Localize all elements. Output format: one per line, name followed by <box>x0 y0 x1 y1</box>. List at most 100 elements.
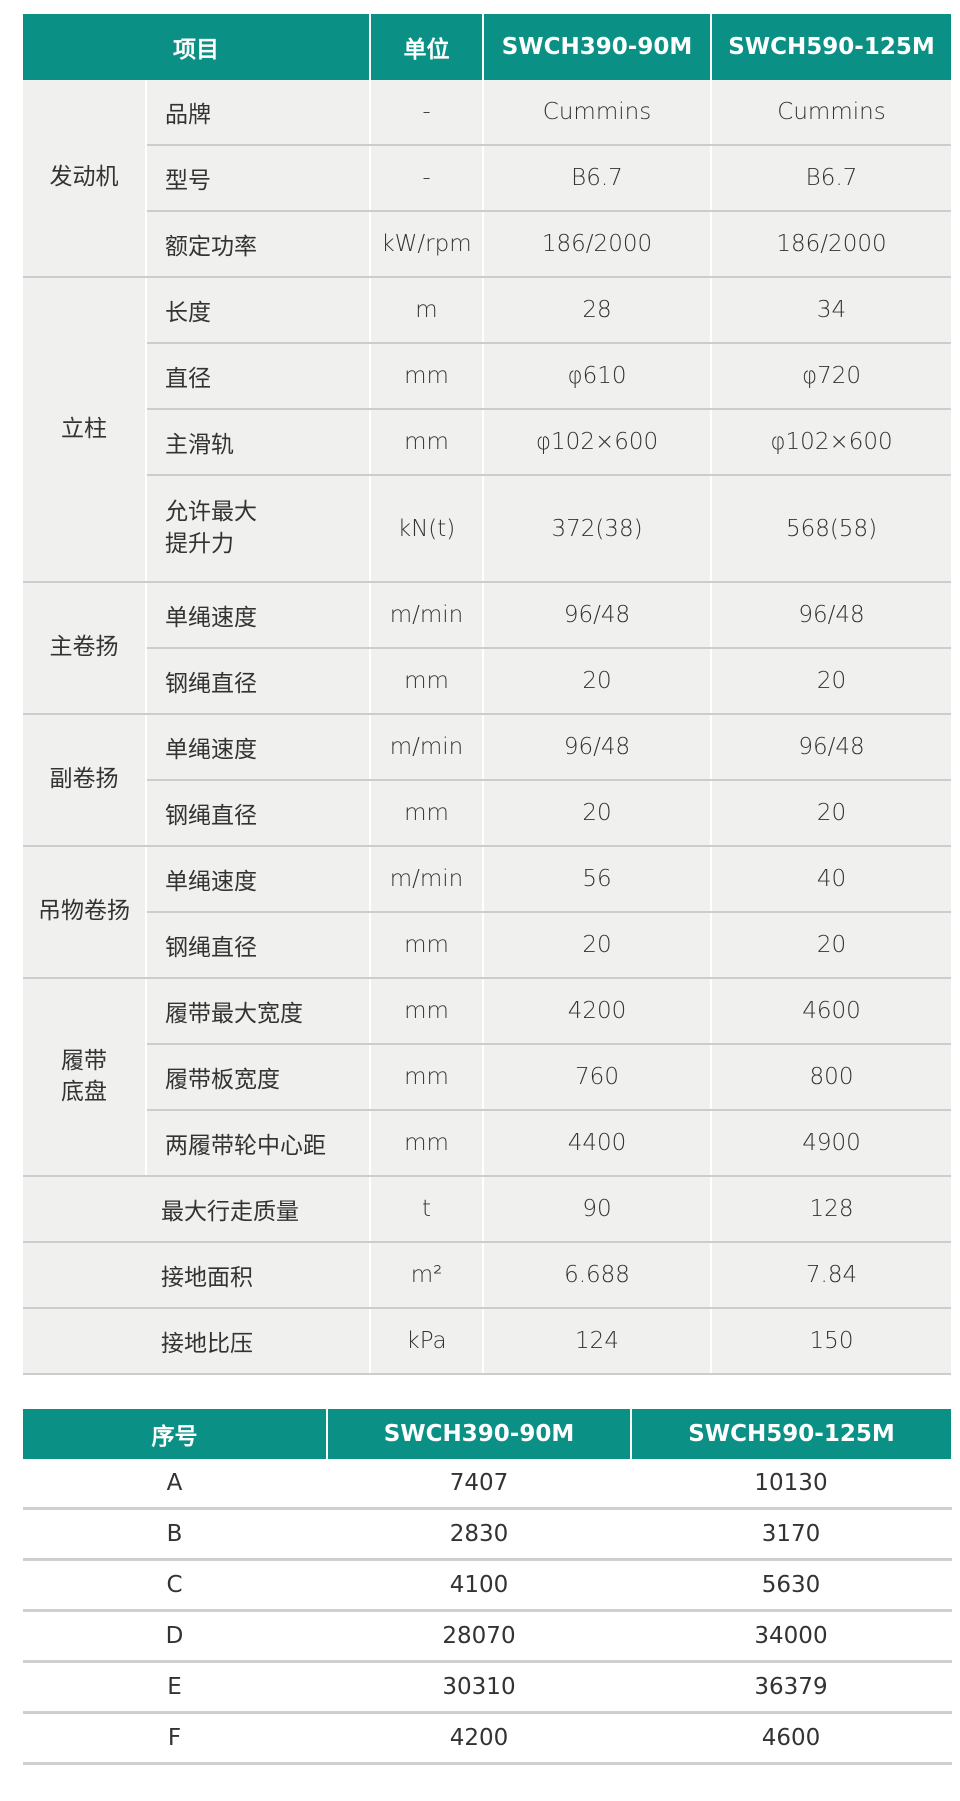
value-model-1: 4200 <box>327 1712 632 1765</box>
item-label: 长度 <box>146 277 371 344</box>
table-row: D 28070 34000 <box>23 1610 952 1663</box>
unit-cell: m/min <box>370 846 484 913</box>
value-model-1: φ610 <box>483 343 712 410</box>
value-model-2: 20 <box>711 912 951 979</box>
table-row: 型号 - B6.7 B6.7 <box>23 145 951 212</box>
table-row: 钢绳直径 mm 20 20 <box>23 648 951 715</box>
value-model-2: 5630 <box>631 1559 952 1612</box>
item-label: 主滑轨 <box>146 409 371 476</box>
value-model-1: 4100 <box>327 1559 632 1612</box>
table-row: F 4200 4600 <box>23 1712 952 1765</box>
value-model-1: 760 <box>483 1044 712 1111</box>
unit-cell: m/min <box>370 582 484 649</box>
index-cell: A <box>23 1459 328 1510</box>
table-row: 额定功率 kW/rpm 186/2000 186/2000 <box>23 211 951 278</box>
unit-cell: t <box>370 1176 484 1243</box>
value-model-1: 124 <box>483 1308 712 1375</box>
item-label: 履带板宽度 <box>146 1044 371 1111</box>
unit-cell: mm <box>370 1044 484 1111</box>
value-model-2: B6.7 <box>711 145 951 212</box>
unit-cell: mm <box>370 648 484 715</box>
table-row: 钢绳直径 mm 20 20 <box>23 780 951 847</box>
table-row: 最大行走质量 t 90 128 <box>23 1176 951 1243</box>
table-row: 立柱 长度 m 28 34 <box>23 277 951 583</box>
dims-header-row: 序号 SWCH390-90M SWCH590-125M <box>23 1409 951 1459</box>
value-model-2: 186/2000 <box>711 211 951 278</box>
header-model-2: SWCH590-125M <box>711 14 951 80</box>
value-model-2: 150 <box>711 1308 951 1375</box>
unit-cell: kPa <box>370 1308 484 1375</box>
value-model-1: 4400 <box>483 1110 712 1177</box>
item-label: 额定功率 <box>146 211 371 278</box>
table-row: 发动机 品牌 - Cummins Cummins <box>23 80 951 278</box>
value-model-2: 36379 <box>631 1661 952 1714</box>
unit-cell: mm <box>370 912 484 979</box>
spec-header-row: 项目 单位 SWCH390-90M SWCH590-125M <box>23 14 951 80</box>
value-model-1: 2830 <box>327 1508 632 1561</box>
index-cell: C <box>23 1559 328 1612</box>
value-model-1: 96/48 <box>483 714 712 781</box>
value-model-1: 28070 <box>327 1610 632 1663</box>
table-row: 副卷扬 单绳速度 m/min 96/48 96/48 <box>23 714 951 847</box>
value-model-2: 4600 <box>631 1712 952 1765</box>
value-model-1: 4200 <box>483 978 712 1045</box>
value-model-1: 20 <box>483 648 712 715</box>
item-label: 品牌 <box>146 80 371 146</box>
item-label: 接地比压 <box>23 1308 371 1375</box>
value-model-1: 186/2000 <box>483 211 712 278</box>
value-model-1: 56 <box>483 846 712 913</box>
index-cell: F <box>23 1712 328 1765</box>
table-row: 钢绳直径 mm 20 20 <box>23 912 951 979</box>
value-model-1: B6.7 <box>483 145 712 212</box>
group-label: 主卷扬 <box>23 582 147 715</box>
table-row: 接地面积 m² 6.688 7.84 <box>23 1242 951 1309</box>
header-model-1: SWCH390-90M <box>327 1409 632 1459</box>
header-model-1: SWCH390-90M <box>483 14 712 80</box>
item-label: 钢绳直径 <box>146 912 371 979</box>
group-label: 发动机 <box>23 80 147 278</box>
value-model-1: 30310 <box>327 1661 632 1714</box>
table-row: 主卷扬 单绳速度 m/min 96/48 96/48 <box>23 582 951 715</box>
unit-cell: - <box>370 80 484 146</box>
value-model-2: φ720 <box>711 343 951 410</box>
value-model-2: 96/48 <box>711 714 951 781</box>
value-model-2: 20 <box>711 648 951 715</box>
value-model-2: 800 <box>711 1044 951 1111</box>
table-row: A 7407 10130 <box>23 1459 952 1510</box>
index-cell: D <box>23 1610 328 1663</box>
value-model-2: 4600 <box>711 978 951 1045</box>
spec-table: 项目 单位 SWCH390-90M SWCH590-125M 发动机 品牌 - Cum… <box>23 14 951 1375</box>
group-label: 吊物卷扬 <box>23 846 147 979</box>
table-row: 履带板宽度 mm 760 800 <box>23 1044 951 1111</box>
value-model-2: φ102×600 <box>711 409 951 476</box>
table-row: 吊物卷扬 单绳速度 m/min 56 40 <box>23 846 951 979</box>
header-index: 序号 <box>23 1409 328 1459</box>
value-model-1: 28 <box>483 277 712 344</box>
group-label: 履带 底盘 <box>23 978 147 1177</box>
unit-cell: mm <box>370 409 484 476</box>
item-label: 单绳速度 <box>146 582 371 649</box>
unit-cell: m² <box>370 1242 484 1309</box>
table-row: E 30310 36379 <box>23 1661 952 1714</box>
value-model-2: 34 <box>711 277 951 344</box>
value-model-2: 128 <box>711 1176 951 1243</box>
index-cell: B <box>23 1508 328 1561</box>
header-unit: 单位 <box>370 14 484 80</box>
unit-cell: kN(t) <box>370 475 484 583</box>
value-model-2: 20 <box>711 780 951 847</box>
unit-cell: mm <box>370 780 484 847</box>
item-label: 钢绳直径 <box>146 780 371 847</box>
item-label: 允许最大 提升力 <box>146 475 371 583</box>
value-model-1: 20 <box>483 780 712 847</box>
value-model-1: Cummins <box>483 80 712 146</box>
group-label: 副卷扬 <box>23 714 147 847</box>
table-row: 允许最大 提升力 kN(t) 372(38) 568(58) <box>23 475 951 583</box>
header-item: 项目 <box>23 14 371 80</box>
item-label: 接地面积 <box>23 1242 371 1309</box>
value-model-1: 7407 <box>327 1459 632 1510</box>
item-label: 直径 <box>146 343 371 410</box>
value-model-1: 6.688 <box>483 1242 712 1309</box>
table-row: 主滑轨 mm φ102×600 φ102×600 <box>23 409 951 476</box>
item-label: 最大行走质量 <box>23 1176 371 1243</box>
unit-cell: mm <box>370 1110 484 1177</box>
